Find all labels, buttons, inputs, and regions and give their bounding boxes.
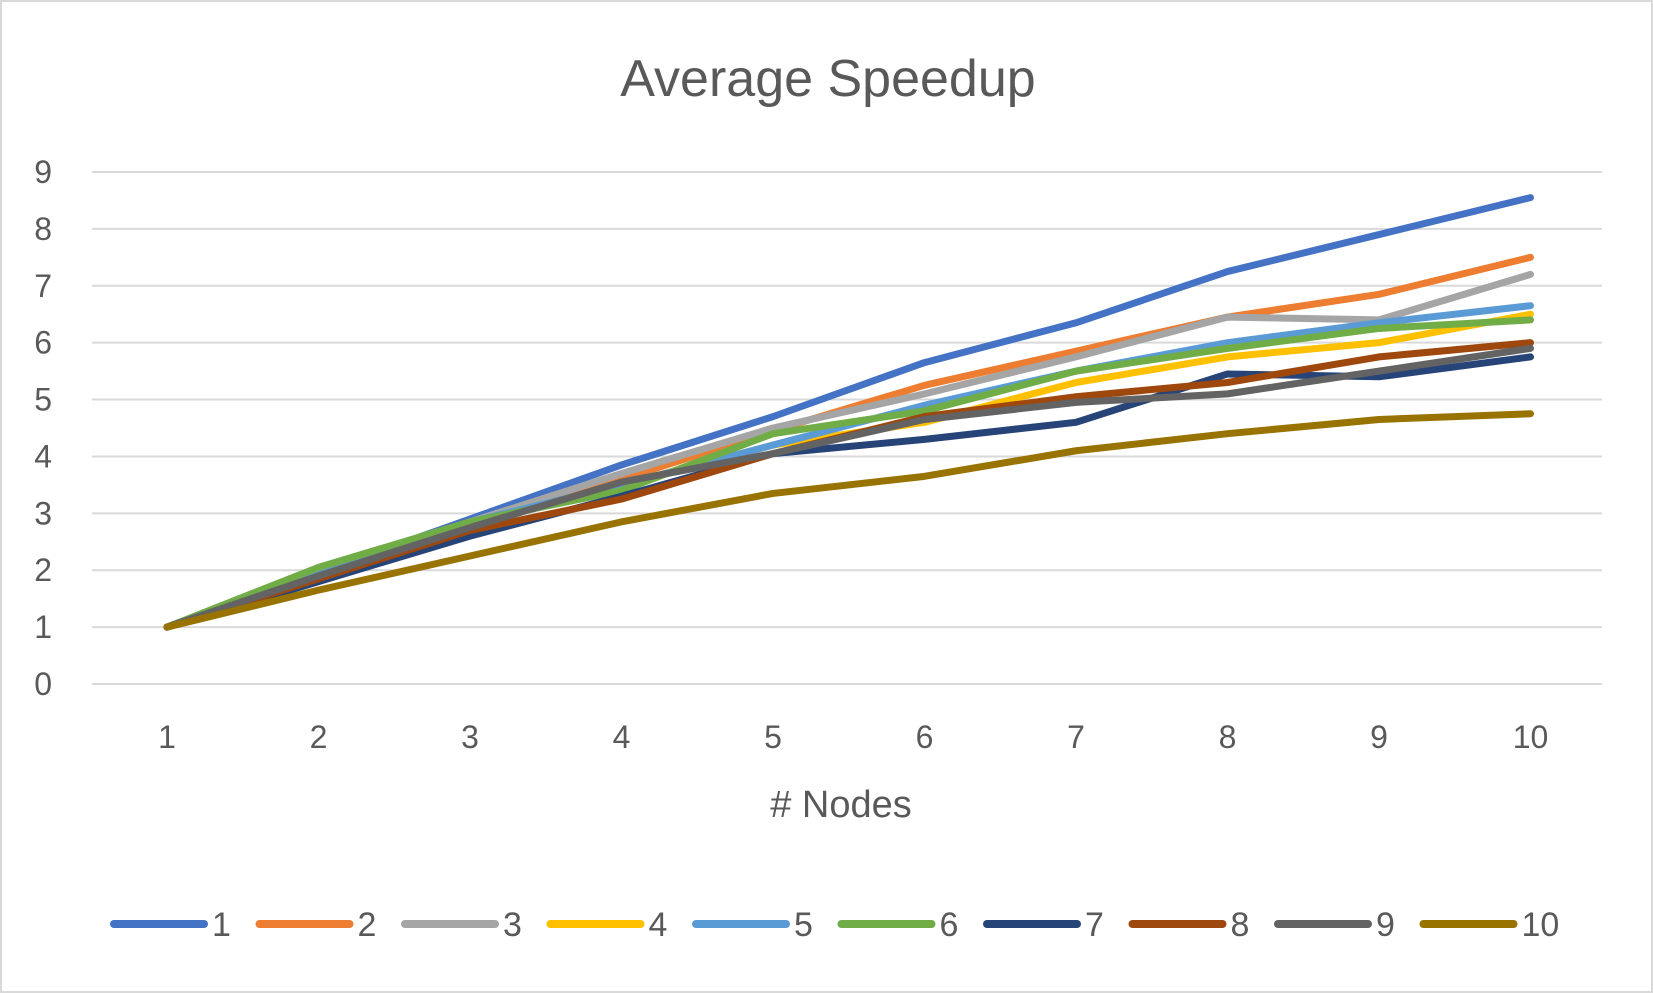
legend-item-5[interactable]: 5 <box>692 906 813 944</box>
x-tick-label: 5 <box>764 719 782 755</box>
y-tick-label: 1 <box>34 609 52 645</box>
legend-item-1[interactable]: 1 <box>110 906 231 944</box>
x-tick-label: 4 <box>613 719 631 755</box>
y-tick-label: 4 <box>34 438 52 474</box>
series-line-7[interactable] <box>163 353 1534 631</box>
legend-item-9[interactable]: 9 <box>1274 906 1395 944</box>
x-tick-label: 9 <box>1370 719 1388 755</box>
series-line-9[interactable] <box>163 344 1534 631</box>
y-axis-ticks: 0 1 2 3 4 5 6 7 8 9 <box>34 154 52 702</box>
x-tick-label: 8 <box>1219 719 1237 755</box>
y-tick-label: 9 <box>34 154 52 190</box>
legend-item-10[interactable]: 10 <box>1419 906 1560 944</box>
y-tick-label: 3 <box>34 495 52 531</box>
y-tick-label: 6 <box>34 325 52 361</box>
legend-label: 6 <box>940 906 959 944</box>
series-line-2[interactable] <box>163 253 1534 631</box>
legend-label: 2 <box>358 906 377 944</box>
legend-item-2[interactable]: 2 <box>255 906 377 944</box>
x-tick-label: 2 <box>310 719 328 755</box>
legend-item-3[interactable]: 3 <box>401 906 522 944</box>
legend-label: 5 <box>794 906 813 944</box>
legend-label: 7 <box>1085 906 1104 944</box>
y-tick-label: 7 <box>34 268 52 304</box>
legend-label: 9 <box>1376 906 1395 944</box>
x-tick-label: 6 <box>916 719 934 755</box>
legend[interactable]: 1 2 3 4 5 6 7 8 9 10 <box>110 906 1560 944</box>
y-tick-label: 8 <box>34 211 52 247</box>
x-tick-label: 7 <box>1067 719 1085 755</box>
legend-item-6[interactable]: 6 <box>837 906 959 944</box>
legend-label: 1 <box>212 906 231 944</box>
legend-label: 10 <box>1522 906 1560 944</box>
legend-item-4[interactable]: 4 <box>546 906 668 944</box>
series-line-6[interactable] <box>163 316 1534 631</box>
x-tick-label: 1 <box>158 719 176 755</box>
series-lines <box>163 194 1534 631</box>
legend-item-8[interactable]: 8 <box>1128 906 1250 944</box>
x-axis-ticks: 1 2 3 4 5 6 7 8 9 10 <box>158 719 1548 755</box>
y-tick-label: 2 <box>34 552 52 588</box>
legend-label: 3 <box>503 906 522 944</box>
legend-label: 4 <box>649 906 668 944</box>
x-tick-label: 10 <box>1513 719 1549 755</box>
chart-title: Average Speedup <box>620 50 1035 108</box>
series-line-10[interactable] <box>163 410 1534 631</box>
legend-item-7[interactable]: 7 <box>983 906 1104 944</box>
y-tick-label: 0 <box>34 666 52 702</box>
x-tick-label: 3 <box>461 719 479 755</box>
x-axis-title: # Nodes <box>770 784 912 826</box>
y-tick-label: 5 <box>34 382 52 418</box>
legend-label: 8 <box>1231 906 1250 944</box>
